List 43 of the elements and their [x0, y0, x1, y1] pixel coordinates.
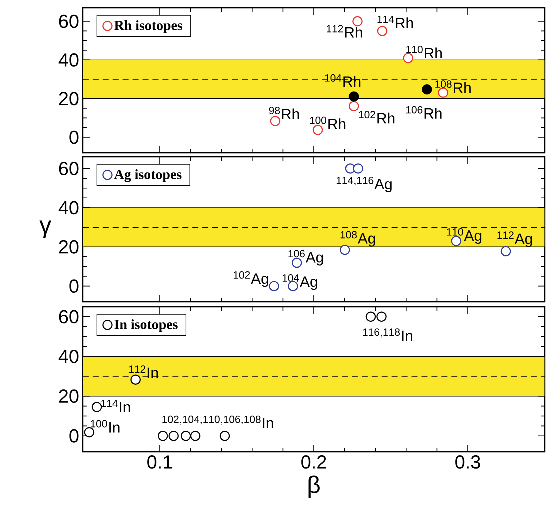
legend-label: Ag isotopes	[114, 170, 182, 182]
y-tick-label: 20	[59, 390, 79, 404]
annotation: $^{\mathrm{106}}\mathrm{Ag}$	[288, 250, 324, 266]
annotation: $^{\mathrm{106}}\mathrm{Rh}$	[406, 106, 442, 119]
annotation: $^{\mathrm{108}}\mathrm{Ag}$	[340, 231, 376, 247]
point	[422, 84, 432, 95]
annotation: $^{\mathrm{108}}\mathrm{Rh}$	[436, 80, 471, 94]
annotation: $^{\mathrm{100}}\mathrm{In}$	[91, 420, 120, 433]
annotation: $^{\mathrm{98}}\mathrm{Rh}$	[269, 107, 300, 120]
annotation: $^{\mathrm{104}}\mathrm{Rh}$	[325, 74, 361, 87]
annotation: $^{\mathrm{100}}\mathrm{Rh}$	[310, 116, 346, 130]
y-tick-label: 0	[70, 280, 79, 294]
y-tick-label: 40	[58, 201, 79, 215]
y-tick-label: 20	[59, 92, 79, 106]
annotation: $^{\mathrm{112}}\mathrm{In}$	[129, 366, 158, 378]
annotation: $^{\mathrm{114}}\mathrm{Rh}$	[378, 16, 414, 28]
y-tick-label: 60	[59, 162, 79, 176]
annotation: $^{\mathrm{110}}\mathrm{Ag}$	[447, 228, 482, 244]
y-tick-label: 40	[58, 54, 79, 67]
annotation: $^{\mathrm{114}}\mathrm{In}$	[102, 400, 130, 413]
legend-label: In isotopes	[114, 320, 178, 332]
annotation: $^{\mathrm{112}}\mathrm{Rh}$	[327, 25, 362, 38]
x-tick-label: 0.3	[456, 456, 480, 469]
annotation: $^{\mathrm{104}}\mathrm{Ag}$	[282, 274, 318, 290]
y-tick-label: 0	[70, 130, 79, 144]
annotation: $^{\mathrm{102}}\mathrm{Ag}$	[234, 272, 268, 288]
legend-label: Rh isotopes	[114, 20, 183, 34]
x-tick-label: 0.1	[148, 456, 172, 469]
x-tick-label: 0.2	[302, 456, 326, 469]
y-tick-label: 60	[59, 310, 79, 324]
annotation: $^{\mathrm{114,116}}\mathrm{Ag}$	[336, 176, 392, 193]
y-tick-label: 20	[59, 240, 79, 254]
annotation: $^{\mathrm{116,118}}\mathrm{In}$	[363, 328, 412, 342]
y-tick-label: 40	[58, 350, 79, 364]
annotation: $^{\mathrm{110}}\mathrm{Rh}$	[406, 46, 442, 59]
annotation: $^{\mathrm{102}}\mathrm{Rh}$	[359, 111, 395, 124]
y-tick-label: 60	[59, 14, 79, 28]
annotation: $^{\mathrm{112}}\mathrm{Ag}$	[498, 232, 532, 248]
x-axis-title: β	[308, 476, 320, 498]
y-axis-title: γ	[40, 220, 52, 238]
y-tick-label: 0	[70, 429, 79, 443]
point	[348, 92, 360, 102]
annotation: $^{\mathrm{102,104,110,106,108}}\mathrm{In}$	[162, 416, 274, 428]
